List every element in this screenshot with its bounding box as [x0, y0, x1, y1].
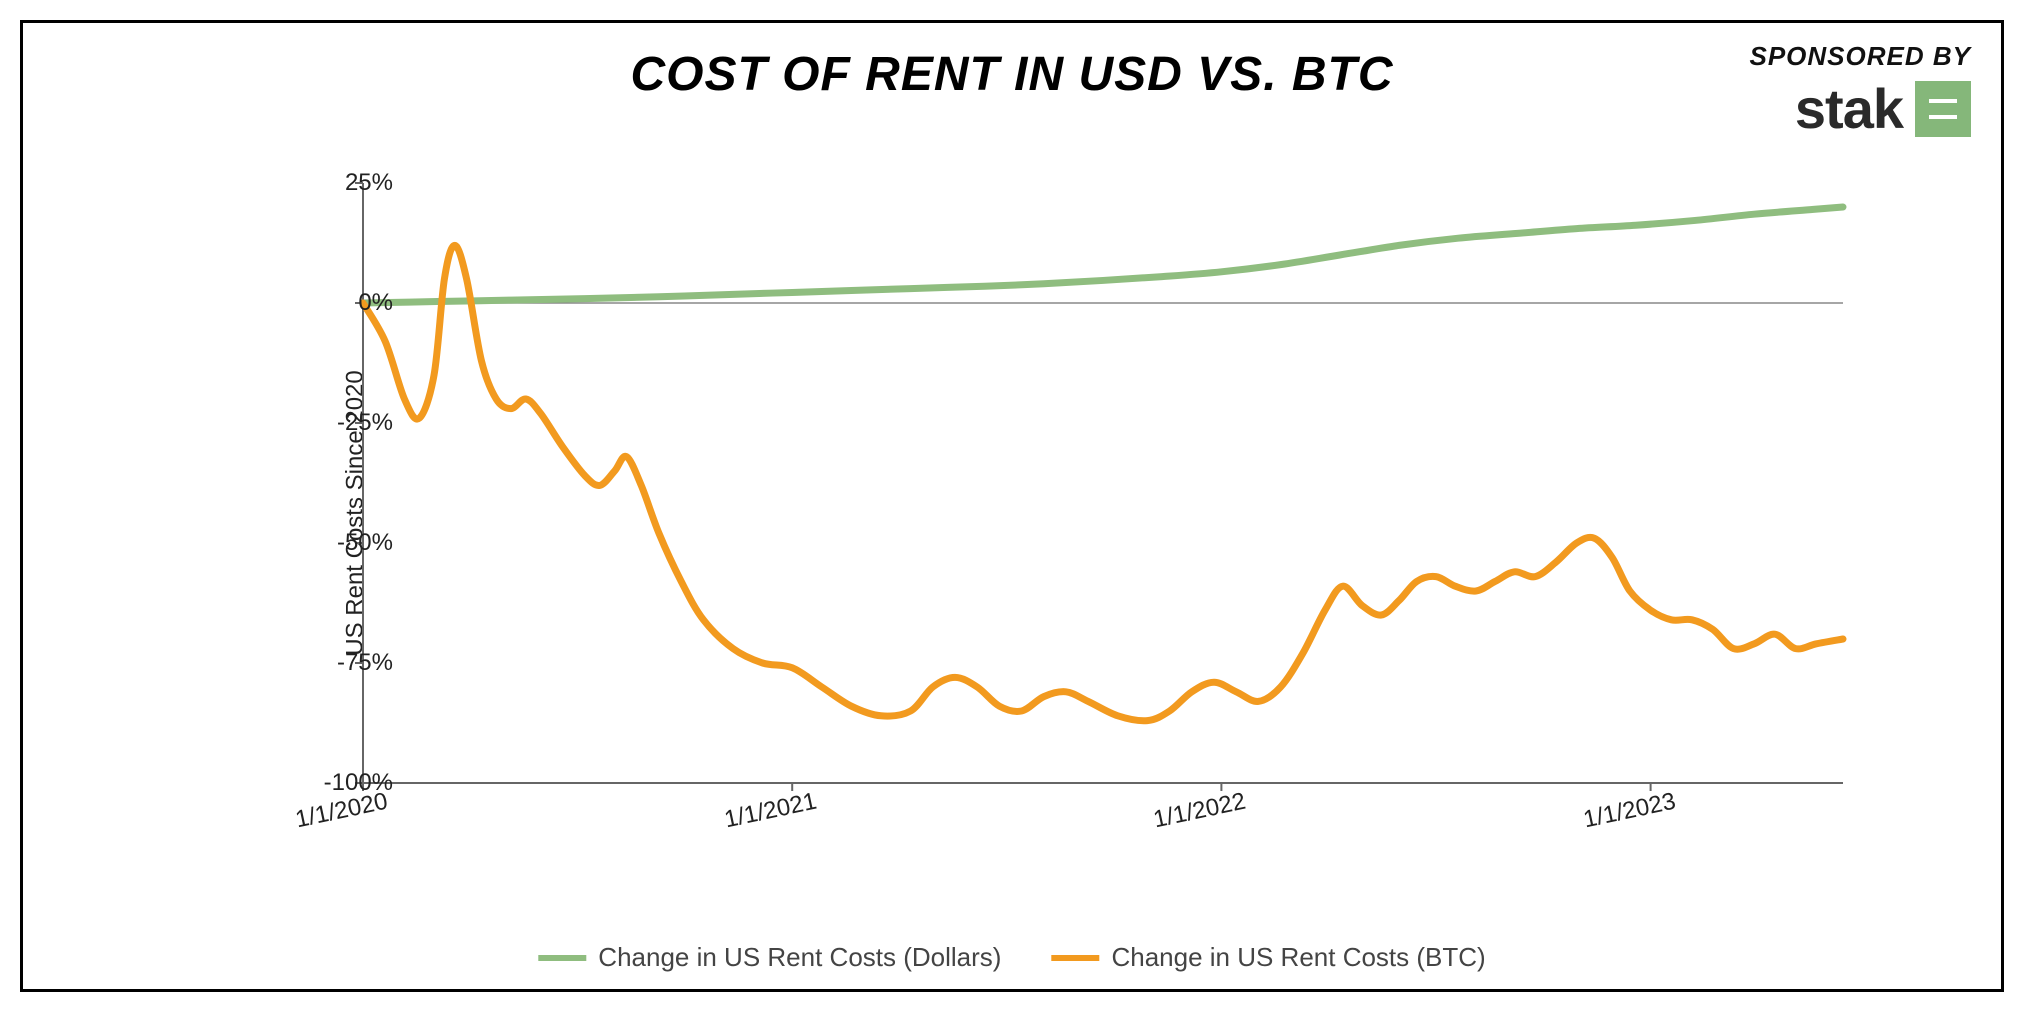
chart-title: COST OF RENT IN USD VS. BTC	[23, 47, 2001, 102]
legend-item-btc: Change in US Rent Costs (BTC)	[1051, 942, 1485, 973]
y-tick-label: 0%	[313, 289, 393, 317]
sponsor-label: SPONSORED BY	[1750, 41, 1972, 72]
chart-frame: COST OF RENT IN USD VS. BTC SPONSORED BY…	[20, 20, 2004, 992]
y-tick-label: -75%	[313, 649, 393, 677]
legend-item-dollars: Change in US Rent Costs (Dollars)	[538, 942, 1001, 973]
legend-label-dollars: Change in US Rent Costs (Dollars)	[598, 942, 1001, 973]
legend-swatch-dollars	[538, 955, 586, 961]
x-tick-label: 1/1/2021	[722, 788, 819, 835]
series-line	[363, 207, 1843, 303]
y-tick-label: -50%	[313, 529, 393, 557]
x-tick-label: 1/1/2022	[1151, 788, 1248, 835]
legend: Change in US Rent Costs (Dollars) Change…	[538, 942, 1485, 973]
sponsor-badge-icon	[1915, 81, 1971, 137]
chart-svg	[363, 183, 1843, 783]
chart-area: US Rent Costs Since 2020 25%0%-25%-50%-7…	[243, 163, 1883, 863]
x-tick-label: 1/1/2023	[1581, 788, 1678, 835]
sponsor-name: stak	[1795, 76, 1903, 141]
y-tick-label: 25%	[313, 169, 393, 197]
y-tick-label: -25%	[313, 409, 393, 437]
plot-area	[363, 183, 1843, 783]
sponsor-block: SPONSORED BY stak	[1750, 41, 1972, 141]
series-line	[363, 245, 1843, 720]
legend-swatch-btc	[1051, 955, 1099, 961]
sponsor-logo: stak	[1750, 76, 1972, 141]
legend-label-btc: Change in US Rent Costs (BTC)	[1111, 942, 1485, 973]
